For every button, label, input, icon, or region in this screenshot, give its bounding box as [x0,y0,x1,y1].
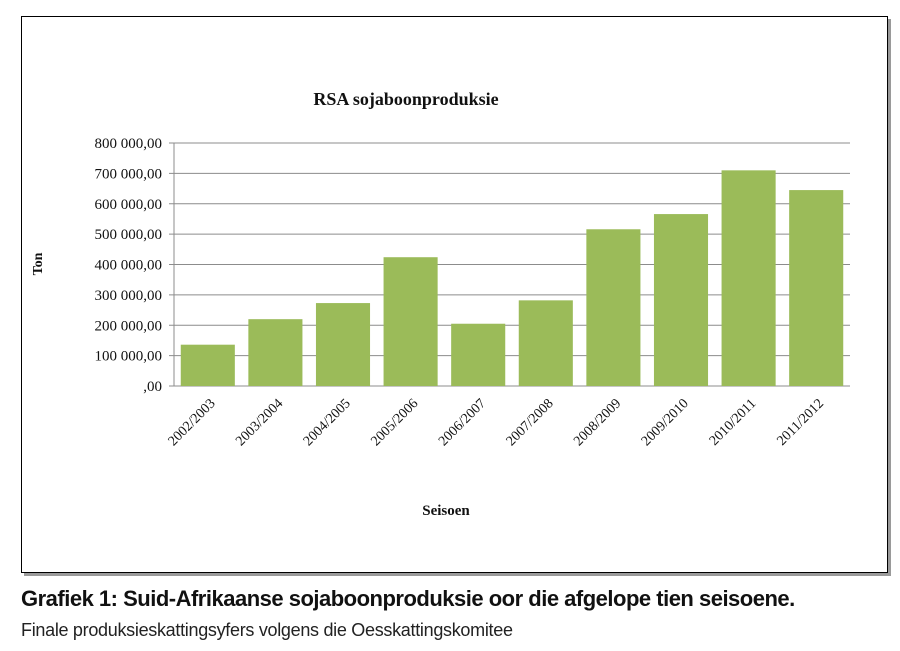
x-tick-label: 2008/2009 [571,396,624,449]
y-tick-label: 600 000,00 [95,197,163,213]
y-tick-label: 700 000,00 [95,166,163,182]
bar [789,190,844,386]
caption-subtitle: Finale produksieskattingsyfers volgens d… [21,620,513,640]
x-tick-label: 2002/2003 [166,396,219,449]
y-tick-label: ,00 [143,379,162,395]
chart-title: RSA sojaboonproduksie [313,89,498,109]
bar [653,214,709,386]
bar [248,319,303,386]
x-axis-label: Seisoen [422,503,470,519]
bar [721,170,776,386]
bar-chart: RSA sojaboonproduksie Ton Seisoen ,00 100… [31,89,850,519]
y-tick-label: 100 000,00 [95,349,163,365]
x-tick-label: 2010/2011 [707,396,760,449]
bar [383,257,438,386]
bar [451,323,506,386]
x-tick-label: 2004/2005 [301,396,354,449]
x-tick-label: 2005/2006 [368,396,421,449]
y-tick-label: 800 000,00 [95,136,163,152]
y-tick-labels: ,00 100 000,00 200 000,00 300 000,00 400 000… [95,136,163,395]
x-tick-labels: 2002/2003 2003/2004 2004/2005 2005/2006 2006… [166,396,827,449]
x-tick-label: 2009/2010 [639,396,692,449]
y-axis-label: Ton [31,252,46,275]
bar [518,300,573,386]
x-tick-label: 2006/2007 [436,396,489,449]
bar [586,229,641,386]
y-tick-label: 500 000,00 [95,227,163,243]
caption-title: Grafiek 1: Suid-Afrikaanse sojaboonprodu… [21,586,795,611]
x-tick-label: 2003/2004 [233,396,286,449]
bars [180,170,844,386]
bar [180,344,235,386]
x-tick-label: 2007/2008 [504,396,557,449]
bar [315,303,371,386]
y-tick-label: 200 000,00 [95,318,163,334]
y-tick-label: 400 000,00 [95,258,163,274]
y-tick-label: 300 000,00 [95,288,163,304]
x-tick-label: 2011/2012 [774,396,827,449]
chart-frame: RSA sojaboonproduksie Ton Seisoen ,00 100… [21,16,888,573]
